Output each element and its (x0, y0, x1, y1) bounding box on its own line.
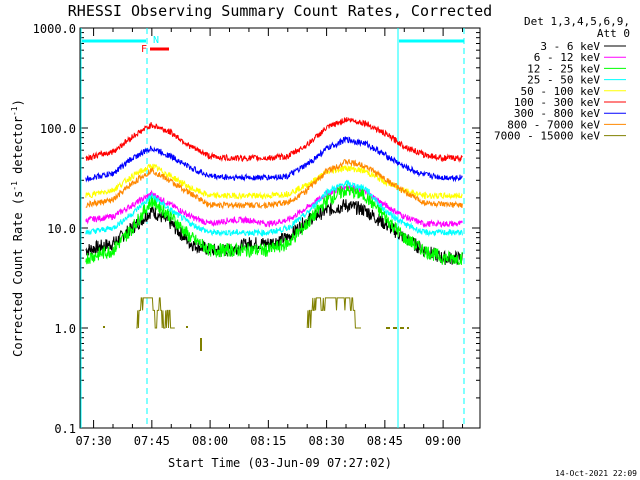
y-tick-label: 10.0 (47, 222, 76, 236)
y-axis-label-main: Corrected Count Rate (s (11, 191, 25, 357)
y-axis-label-mid: detector (11, 116, 25, 181)
series-line (85, 117, 463, 163)
x-tick-label: 07:45 (134, 434, 170, 448)
legend-header-1: Det 1,3,4,5,6,9, (524, 15, 630, 28)
legend-label: 6 - 12 keV (534, 51, 601, 64)
legend-label: 100 - 300 keV (514, 96, 600, 109)
y-tick-label: 0.1 (54, 422, 76, 436)
x-tick-label: 07:30 (76, 434, 112, 448)
x-axis-ticks: 07:30 07:45 08:00 08:15 08:30 08:45 09:00 (76, 28, 464, 448)
flare-flag: F (141, 44, 147, 55)
y-axis-label-sup1: -1 (10, 181, 19, 191)
y-tick-label: 1000.0 (33, 22, 76, 36)
series-lines (85, 117, 463, 351)
series-line (85, 183, 463, 266)
x-tick-label: 08:00 (192, 434, 228, 448)
series-line (136, 297, 175, 329)
legend-label: 12 - 25 keV (527, 62, 600, 75)
y-axis-label-end: ) (11, 99, 25, 106)
chart-title: RHESSI Observing Summary Count Rates, Co… (68, 2, 492, 20)
legend-label: 3 - 6 keV (540, 40, 600, 53)
series-line (85, 158, 463, 210)
series-line (85, 179, 463, 238)
legend-label: 800 - 7000 keV (507, 118, 600, 131)
y-tick-label: 100.0 (40, 122, 76, 136)
legend-label: 7000 - 15000 keV (494, 130, 600, 143)
legend-label: 300 - 800 keV (514, 107, 600, 120)
y-axis-label: Corrected Count Rate (s-1 detector-1) (10, 99, 25, 357)
y-axis-ticks: 0.1 1.0 10.0 100.0 1000.0 (33, 22, 480, 436)
night-flag: N (153, 35, 159, 46)
series-line (85, 199, 463, 266)
x-tick-label: 08:30 (309, 434, 345, 448)
date-stamp: 14-Oct-2021 22:09 (555, 469, 637, 478)
legend-label: 25 - 50 keV (527, 74, 600, 87)
x-tick-label: 08:15 (250, 434, 286, 448)
y-axis-label-sup2: -1 (10, 106, 19, 116)
legend-label: 50 - 100 keV (521, 85, 601, 98)
y-tick-label: 1.0 (54, 322, 76, 336)
x-tick-label: 09:00 (425, 434, 461, 448)
x-tick-label: 08:45 (367, 434, 403, 448)
x-axis-label: Start Time (03-Jun-09 07:27:02) (168, 456, 392, 470)
series-line (306, 297, 361, 329)
legend-header-2: Att 0 (597, 27, 630, 40)
series-line (85, 136, 463, 183)
